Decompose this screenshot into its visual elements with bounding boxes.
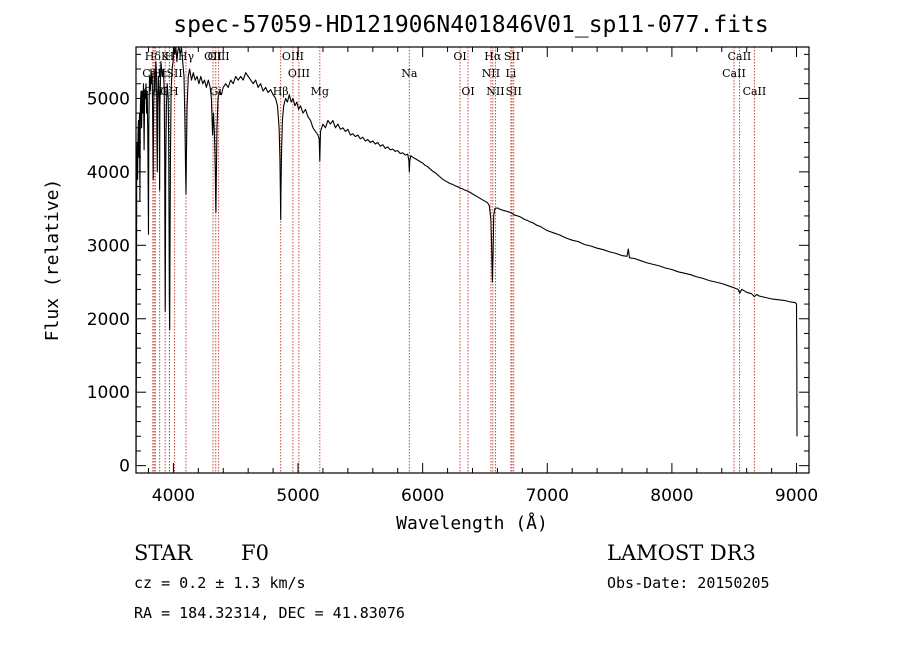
- coordinates: RA = 184.32314, DEC = 41.83076: [134, 604, 405, 622]
- y-tick-label: 1000: [87, 383, 130, 403]
- line-marker-label: Na: [401, 67, 418, 80]
- x-axis-ticks: 4000 5000 6000 7000 8000 9000: [147, 47, 818, 506]
- line-marker-label: OII: [204, 50, 222, 63]
- line-marker-label: Hδ: [145, 50, 162, 63]
- line-marker-label: SII: [506, 85, 522, 98]
- x-tick-label: 8000: [650, 486, 693, 506]
- y-tick-label: 2000: [87, 310, 130, 330]
- x-axis-label: Wavelength (Å): [396, 512, 548, 534]
- line-marker-label: H: [165, 50, 175, 63]
- redshift-cz: cz = 0.2 ± 1.3 km/s: [134, 574, 306, 592]
- emission-line-markers: [152, 47, 755, 473]
- line-marker-label: NII: [486, 85, 504, 98]
- chart-title: spec-57059-HD121906N401846V01_sp11-077.f…: [173, 12, 768, 38]
- spectral-subclass: F0: [241, 541, 269, 565]
- spectrum-line: [135, 46, 798, 466]
- line-marker-label: CaII: [142, 67, 166, 80]
- line-marker-label: K: [161, 50, 170, 63]
- line-marker-label: SII: [167, 67, 183, 80]
- line-marker-label: Mg: [311, 85, 329, 98]
- y-axis-ticks: 0 1000 2000 3000 4000 5000: [87, 53, 809, 477]
- line-marker-label: GH: [160, 85, 178, 98]
- survey-name: LAMOST DR3: [607, 541, 756, 565]
- line-marker-label: CaII: [728, 50, 752, 63]
- x-tick-label: 9000: [775, 486, 818, 506]
- line-marker-label: OIII: [288, 67, 310, 80]
- plot-frame: [135, 46, 810, 474]
- x-tick-label: 4000: [152, 486, 195, 506]
- observation-date: Obs-Date: 20150205: [607, 574, 770, 592]
- line-marker-label: Li: [505, 67, 516, 80]
- line-marker-label: CaII: [722, 67, 746, 80]
- object-type: STAR: [134, 541, 193, 565]
- x-tick-label: 6000: [401, 486, 444, 506]
- y-axis-label: Flux (relative): [42, 179, 63, 342]
- x-tick-label: 5000: [276, 486, 319, 506]
- line-marker-label: OIII: [208, 50, 230, 63]
- line-marker-label: NII: [482, 67, 500, 80]
- y-tick-label: 5000: [87, 89, 130, 109]
- line-marker-label: OI: [461, 85, 474, 98]
- line-marker-label: Hα: [484, 50, 502, 63]
- line-marker-label: SII: [504, 50, 520, 63]
- line-marker-label: OIII: [282, 50, 304, 63]
- y-tick-label: 4000: [87, 163, 130, 183]
- y-tick-label: 0: [119, 457, 130, 477]
- x-tick-label: 7000: [526, 486, 569, 506]
- line-marker-label: Hβ: [273, 85, 289, 98]
- line-marker-label: OI: [453, 50, 466, 63]
- y-tick-label: 3000: [87, 236, 130, 256]
- line-marker-label: CaII: [743, 85, 767, 98]
